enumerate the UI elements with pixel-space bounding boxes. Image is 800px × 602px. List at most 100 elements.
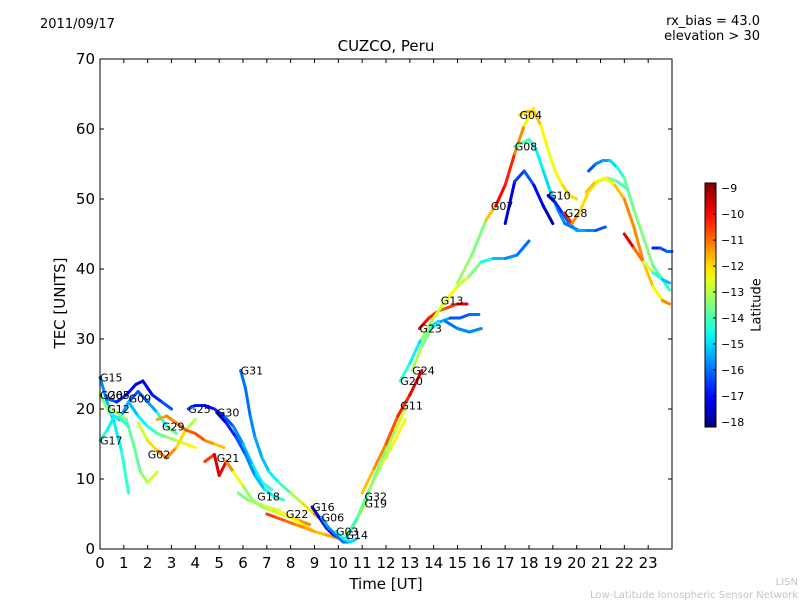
series-g22-segment	[265, 512, 278, 519]
series-g31-segment	[243, 386, 252, 418]
x-tick-label: 8	[286, 554, 296, 572]
series-unnamed-30-segment	[513, 169, 526, 183]
colorbar-tick-label: −11	[721, 234, 744, 247]
series-g28-segment	[587, 180, 600, 194]
satellite-label-g13: G13	[441, 295, 464, 308]
series-g12-segment	[139, 470, 150, 484]
satellite-label-g32: G32	[365, 491, 388, 504]
x-tick-label: 10	[329, 554, 348, 572]
series-unnamed-30-segment	[522, 169, 536, 187]
series-g07-segment	[503, 152, 517, 187]
series-unnamed-33-segment	[632, 246, 645, 264]
series-g22-segment	[284, 519, 297, 526]
series-g21-segment	[298, 519, 312, 526]
series-unnamed-32-segment	[651, 285, 664, 302]
series-g29-segment	[184, 428, 197, 435]
colorbar-tick-label: −15	[721, 338, 744, 351]
colorbar-tick-label: −13	[721, 286, 744, 299]
series-g21-segment	[217, 460, 228, 477]
series-g05-segment	[105, 397, 119, 404]
series-g06-segment	[327, 526, 338, 537]
series-g30-segment	[272, 495, 285, 502]
series-g29-segment	[212, 442, 226, 449]
series-g05-segment	[124, 383, 138, 397]
series-g31-segment	[301, 502, 316, 516]
satellite-label-g09: G09	[129, 393, 152, 406]
footer-lisn: LISN	[775, 577, 798, 588]
series-g04-segment	[568, 194, 579, 201]
y-tick-label: 20	[76, 400, 95, 418]
series-g21-segment	[241, 484, 254, 502]
colorbar-tick-label: −10	[721, 208, 744, 221]
satellite-label-g15: G15	[100, 372, 123, 385]
series-g11-segment	[408, 369, 424, 397]
x-tick-label: 21	[591, 554, 610, 572]
series-g10-segment	[560, 211, 571, 225]
x-tick-label: 11	[353, 554, 372, 572]
series-unnamed-30-segment	[532, 183, 545, 208]
series-g07-segment	[456, 253, 474, 285]
series-g06-segment	[334, 533, 345, 544]
series-g25-segment	[251, 463, 264, 484]
satellite-label-g17: G17	[100, 435, 123, 448]
series-g25-segment	[260, 481, 274, 491]
series-g25-segment	[232, 425, 245, 446]
colorbar-scale	[704, 182, 717, 428]
series-g25-segment	[241, 442, 254, 467]
series-g09-segment	[174, 439, 188, 446]
series-unnamed-30-segment	[541, 204, 555, 225]
y-tick-label: 0	[85, 540, 95, 558]
series-unnamed-32-segment	[632, 225, 645, 264]
series-g12-segment	[105, 407, 119, 414]
series-unnamed-33-segment	[661, 278, 672, 285]
series-g24-segment	[439, 316, 452, 323]
series-g12-segment	[146, 470, 159, 484]
series-g24-segment	[429, 320, 443, 330]
series-g29-segment	[155, 414, 169, 421]
x-tick-label: 19	[543, 554, 562, 572]
series-unnamed-35-segment	[467, 327, 483, 334]
series-g18-segment	[313, 530, 328, 537]
series-g20-segment	[398, 362, 412, 383]
series-unnamed-31-segment	[622, 176, 636, 211]
series-g30-segment	[253, 474, 266, 491]
series-g22-segment	[274, 516, 288, 523]
x-tick-label: 4	[191, 554, 201, 572]
series-g05-segment	[141, 379, 154, 397]
x-axis-label: Time [UT]	[349, 575, 423, 593]
colorbar-tick-label: −16	[721, 364, 744, 377]
y-tick-label: 10	[76, 470, 95, 488]
colorbar-tick-label: −12	[721, 260, 744, 273]
series-g07-segment	[494, 183, 507, 208]
y-tick-label: 70	[76, 50, 95, 68]
series-g22-segment	[303, 526, 316, 533]
series-g26-segment	[155, 411, 169, 428]
x-tick-label: 0	[95, 554, 105, 572]
axis-ticks: 0 1 2 3 4 5 6 7 8 9 10 11 12 13 14 15 16 17 18 19 20 21 22 2301…	[76, 50, 672, 572]
footer-credit: LISN Low-Latitude Ionospheric Sensor Net…	[590, 576, 798, 602]
series-unnamed-32-segment	[603, 176, 617, 187]
rx-bias-label: rx_bias = 43.0	[666, 14, 760, 29]
series-g29-segment	[203, 439, 216, 446]
series-unnamed-30-segment	[503, 180, 517, 225]
series-g04-segment	[546, 148, 557, 173]
series-g17-segment	[105, 414, 116, 432]
series-g11-segment	[396, 393, 412, 418]
series-g25-segment	[203, 404, 216, 411]
series-unnamed-32-segment	[584, 180, 598, 194]
y-tick-label: 40	[76, 260, 95, 278]
series-g08-segment	[534, 148, 545, 173]
plot-area	[100, 59, 672, 549]
x-tick-label: 7	[262, 554, 272, 572]
series-g26-segment	[165, 425, 178, 435]
series-g04-segment	[532, 110, 543, 127]
series-g12-segment	[115, 411, 128, 421]
x-tick-label: 2	[143, 554, 153, 572]
colorbar: −9 −10 −11 −12 −13 −14 −15 −16 −17 −18	[704, 182, 744, 429]
series-g13-segment	[420, 316, 436, 341]
satellite-label-g30: G30	[217, 407, 240, 420]
y-tick-label: 50	[76, 190, 95, 208]
x-tick-label: 16	[472, 554, 491, 572]
series-g28-segment	[570, 211, 581, 225]
series-g30-segment	[234, 435, 247, 456]
